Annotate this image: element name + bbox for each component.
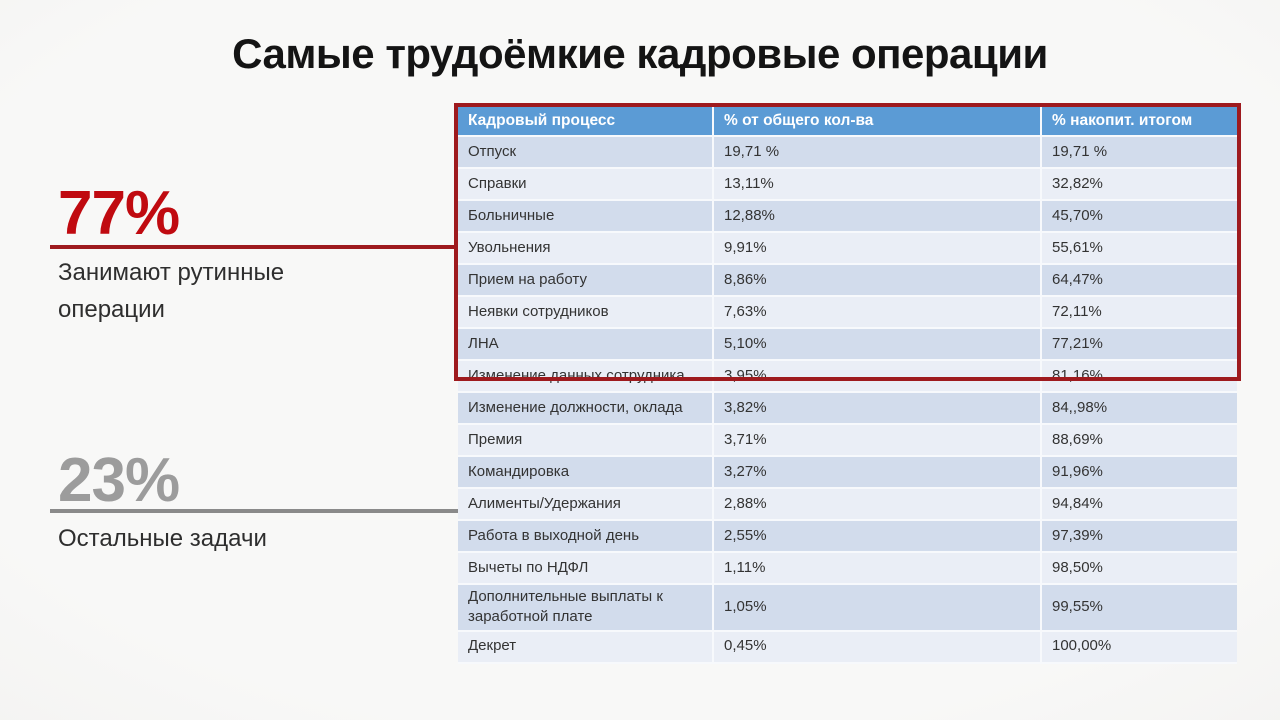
table-cell: 84,,98%	[1040, 393, 1237, 425]
table-cell: 97,39%	[1040, 521, 1237, 553]
table-header-row: Кадровый процесс % от общего кол-ва % на…	[458, 107, 1237, 137]
table-cell: 2,55%	[712, 521, 1040, 553]
column-header-share: % от общего кол-ва	[712, 107, 1040, 137]
process-table-body: Отпуск 19,71 % 19,71 % Справки 13,11% 32,82% Б…	[458, 137, 1237, 664]
table-row: Неявки сотрудников 7,63% 72,11%	[458, 297, 1237, 329]
table-row: Изменение должности, оклада 3,82% 84,,98%	[458, 393, 1237, 425]
table-cell: 99,55%	[1040, 585, 1237, 632]
table-cell: 81,16%	[1040, 361, 1237, 393]
table-row: Отпуск 19,71 % 19,71 %	[458, 137, 1237, 169]
table-row: ЛНА 5,10% 77,21%	[458, 329, 1237, 361]
table-row: Справки 13,11% 32,82%	[458, 169, 1237, 201]
table-cell: 3,71%	[712, 425, 1040, 457]
table-cell: Вычеты по НДФЛ	[458, 553, 712, 585]
table-cell: 1,11%	[712, 553, 1040, 585]
table-cell: Справки	[458, 169, 712, 201]
table-cell: 32,82%	[1040, 169, 1237, 201]
table-cell: 55,61%	[1040, 233, 1237, 265]
table-header: Кадровый процесс % от общего кол-ва % на…	[458, 107, 1237, 137]
table-row: Прием на работу 8,86% 64,47%	[458, 265, 1237, 297]
table-cell: Декрет	[458, 631, 712, 664]
table-cell: 19,71 %	[712, 137, 1040, 169]
table-cell: 98,50%	[1040, 553, 1237, 585]
table-cell: Дополнительные выплаты к заработной плат…	[458, 585, 712, 632]
routine-share-label: Занимают рутинные операции	[58, 259, 285, 324]
table-row: Увольнения 9,91% 55,61%	[458, 233, 1237, 265]
table-row: Алименты/Удержания 2,88% 94,84%	[458, 489, 1237, 521]
routine-share-divider	[50, 245, 459, 249]
table-cell: Изменение данных сотрудника	[458, 361, 712, 393]
table-cell: 7,63%	[712, 297, 1040, 329]
table-row: Премия 3,71% 88,69%	[458, 425, 1237, 457]
table-cell: 77,21%	[1040, 329, 1237, 361]
table-cell: 3,95%	[712, 361, 1040, 393]
routine-share-callout: 77%	[58, 179, 180, 248]
table-cell: 13,11%	[712, 169, 1040, 201]
other-tasks-callout: 23%	[58, 446, 180, 515]
column-header-cumulative: % накопит. итогом	[1040, 107, 1237, 137]
table-row: Изменение данных сотрудника 3,95% 81,16%	[458, 361, 1237, 393]
table-cell: 19,71 %	[1040, 137, 1237, 169]
table-cell: Больничные	[458, 201, 712, 233]
table-cell: 94,84%	[1040, 489, 1237, 521]
table-cell: 8,86%	[712, 265, 1040, 297]
table-cell: 2,88%	[712, 489, 1040, 521]
table-cell: 45,70%	[1040, 201, 1237, 233]
table-cell: 100,00%	[1040, 631, 1237, 664]
table-cell: Неявки сотрудников	[458, 297, 712, 329]
table-cell: 0,45%	[712, 631, 1040, 664]
table-row: Больничные 12,88% 45,70%	[458, 201, 1237, 233]
table-cell: 72,11%	[1040, 297, 1237, 329]
table-cell: Алименты/Удержания	[458, 489, 712, 521]
table-cell: Премия	[458, 425, 712, 457]
table-cell: Командировка	[458, 457, 712, 489]
table-row: Декрет 0,45% 100,00%	[458, 631, 1237, 664]
table-cell: ЛНА	[458, 329, 712, 361]
table-cell: Прием на работу	[458, 265, 712, 297]
table-cell: Работа в выходной день	[458, 521, 712, 553]
hr-operations-table: Кадровый процесс % от общего кол-ва % на…	[454, 103, 1241, 664]
table-cell: 64,47%	[1040, 265, 1237, 297]
table-row: Командировка 3,27% 91,96%	[458, 457, 1237, 489]
table-cell: 3,27%	[712, 457, 1040, 489]
table-row: Дополнительные выплаты к заработной плат…	[458, 585, 1237, 632]
table-cell: Увольнения	[458, 233, 712, 265]
column-header-process: Кадровый процесс	[458, 107, 712, 137]
slide-title: Самые трудоёмкие кадровые операции	[232, 30, 1048, 77]
table-cell: 12,88%	[712, 201, 1040, 233]
process-table: Кадровый процесс % от общего кол-ва % на…	[458, 107, 1237, 664]
other-tasks-divider	[50, 509, 459, 513]
table-cell: 1,05%	[712, 585, 1040, 632]
table-cell: 5,10%	[712, 329, 1040, 361]
routine-share-value: 77%	[58, 179, 180, 248]
table-cell: 91,96%	[1040, 457, 1237, 489]
table-row: Вычеты по НДФЛ 1,11% 98,50%	[458, 553, 1237, 585]
table-cell: Отпуск	[458, 137, 712, 169]
table-cell: 88,69%	[1040, 425, 1237, 457]
table-cell: 9,91%	[712, 233, 1040, 265]
table-cell: Изменение должности, оклада	[458, 393, 712, 425]
table-cell: 3,82%	[712, 393, 1040, 425]
other-tasks-label: Остальные задачи	[58, 525, 267, 552]
other-tasks-value: 23%	[58, 446, 180, 515]
table-row: Работа в выходной день 2,55% 97,39%	[458, 521, 1237, 553]
